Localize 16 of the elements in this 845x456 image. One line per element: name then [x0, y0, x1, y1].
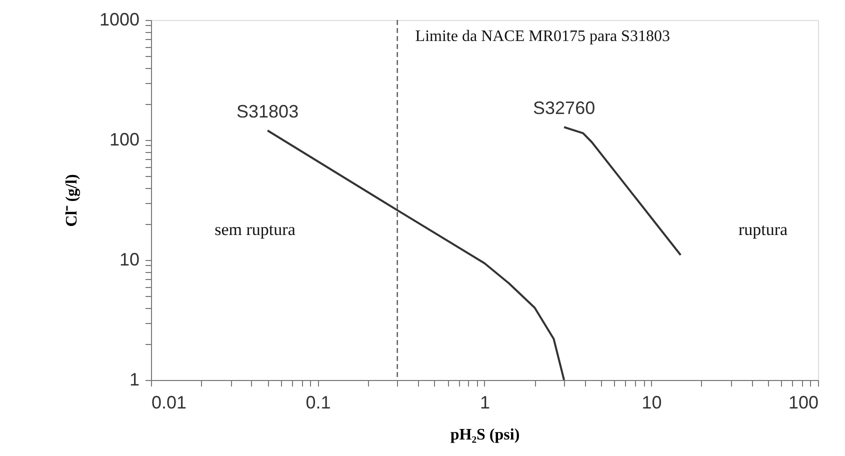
- x-tick-label: 10: [642, 392, 662, 412]
- series-label: S32760: [533, 98, 596, 118]
- ref-line-label: Limite da NACE MR0175 para S31803: [415, 28, 670, 45]
- x-tick-label: 0.01: [152, 392, 187, 412]
- annotation: sem ruptura: [214, 220, 296, 239]
- y-axis-title: Cl⁻ (g/l): [63, 174, 80, 227]
- x-tick-label: 0.1: [306, 392, 331, 412]
- series-label: S31803: [236, 102, 299, 122]
- annotation: ruptura: [738, 220, 788, 239]
- y-tick-label: 100: [109, 130, 140, 150]
- y-tick-label: 10: [119, 250, 140, 270]
- y-tick-label: 1000: [99, 10, 140, 30]
- y-tick-label: 1: [129, 370, 140, 390]
- x-tick-label: 1: [480, 392, 490, 412]
- x-axis-title: pH₂S (psi): [450, 426, 520, 444]
- x-tick-label: 100: [788, 392, 818, 412]
